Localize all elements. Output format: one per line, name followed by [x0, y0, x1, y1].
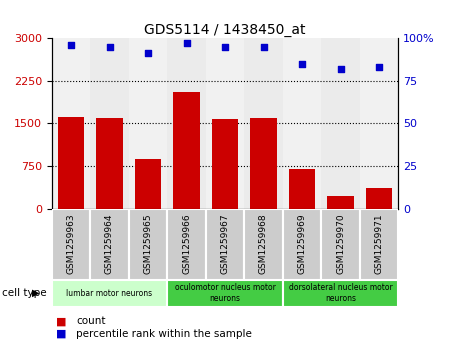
Bar [52, 280, 167, 307]
Text: GSM1259970: GSM1259970 [336, 214, 345, 274]
Text: ■: ■ [56, 329, 67, 339]
Point [68, 42, 75, 48]
Bar [58, 117, 85, 209]
Text: GSM1259971: GSM1259971 [374, 214, 383, 274]
Text: count: count [76, 316, 106, 326]
Bar [360, 38, 398, 209]
Text: GSM1259965: GSM1259965 [144, 214, 153, 274]
Text: GSM1259966: GSM1259966 [182, 214, 191, 274]
Bar [321, 209, 360, 280]
Bar [52, 209, 90, 280]
Text: oculomotor nucleus motor
neurons: oculomotor nucleus motor neurons [175, 284, 275, 303]
Bar [90, 38, 129, 209]
Bar [90, 209, 129, 280]
Text: ■: ■ [56, 316, 67, 326]
Point [375, 64, 382, 70]
Bar [250, 118, 277, 209]
Bar [327, 196, 354, 209]
Bar [283, 209, 321, 280]
Text: ▶: ▶ [32, 288, 40, 298]
Point [106, 44, 113, 49]
Point [221, 44, 229, 49]
Bar [244, 209, 283, 280]
Text: GSM1259969: GSM1259969 [297, 214, 306, 274]
Bar [288, 169, 315, 209]
Bar [212, 119, 239, 209]
Text: GSM1259967: GSM1259967 [220, 214, 230, 274]
Bar [173, 92, 200, 209]
Bar [167, 209, 206, 280]
Bar [129, 38, 167, 209]
Point [298, 61, 306, 67]
Text: cell type: cell type [2, 288, 47, 298]
Bar [365, 188, 392, 209]
Point [260, 44, 267, 49]
Bar [52, 38, 90, 209]
Bar [167, 280, 283, 307]
Bar [206, 38, 244, 209]
Bar [244, 38, 283, 209]
Text: GSM1259968: GSM1259968 [259, 214, 268, 274]
Text: GSM1259963: GSM1259963 [67, 214, 76, 274]
Text: lumbar motor neurons: lumbar motor neurons [67, 289, 153, 298]
Text: GSM1259964: GSM1259964 [105, 214, 114, 274]
Title: GDS5114 / 1438450_at: GDS5114 / 1438450_at [144, 23, 306, 37]
Bar [167, 38, 206, 209]
Bar [283, 280, 398, 307]
Bar [135, 159, 162, 209]
Bar [321, 38, 360, 209]
Text: percentile rank within the sample: percentile rank within the sample [76, 329, 252, 339]
Bar [360, 209, 398, 280]
Point [337, 66, 344, 72]
Text: dorsolateral nucleus motor
neurons: dorsolateral nucleus motor neurons [288, 284, 392, 303]
Point [144, 50, 152, 56]
Point [183, 40, 190, 46]
Bar [129, 209, 167, 280]
Bar [96, 118, 123, 209]
Bar [283, 38, 321, 209]
Bar [206, 209, 244, 280]
